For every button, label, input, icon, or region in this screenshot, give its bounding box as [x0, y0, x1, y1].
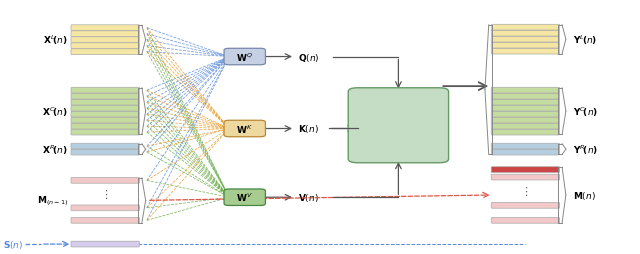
Text: $\mathbf{S}(n)$: $\mathbf{S}(n)$ — [3, 238, 23, 250]
FancyBboxPatch shape — [348, 88, 449, 163]
FancyBboxPatch shape — [492, 218, 559, 223]
Text: $\mathbf{Y}^L\!\mathbf{(}n\mathbf{)}$: $\mathbf{Y}^L\!\mathbf{(}n\mathbf{)}$ — [573, 33, 597, 47]
FancyBboxPatch shape — [71, 44, 140, 49]
FancyBboxPatch shape — [492, 37, 559, 43]
FancyBboxPatch shape — [224, 121, 266, 137]
FancyBboxPatch shape — [492, 94, 559, 100]
FancyBboxPatch shape — [492, 203, 559, 208]
Text: ⋮: ⋮ — [520, 186, 531, 196]
Text: $\mathbf{Q}(n)$: $\mathbf{Q}(n)$ — [298, 51, 319, 63]
FancyBboxPatch shape — [71, 112, 140, 118]
Text: $\mathbf{X}^R\!\mathbf{(}n\mathbf{)}$: $\mathbf{X}^R\!\mathbf{(}n\mathbf{)}$ — [42, 143, 68, 156]
Text: $\mathbf{K}(n)$: $\mathbf{K}(n)$ — [298, 123, 319, 135]
FancyBboxPatch shape — [492, 150, 559, 155]
FancyBboxPatch shape — [71, 144, 140, 149]
FancyBboxPatch shape — [492, 100, 559, 106]
FancyBboxPatch shape — [71, 94, 140, 100]
FancyBboxPatch shape — [492, 31, 559, 37]
Text: $\mathbf{W}^K$: $\mathbf{W}^K$ — [236, 123, 253, 135]
FancyBboxPatch shape — [492, 130, 559, 135]
FancyBboxPatch shape — [492, 112, 559, 118]
FancyBboxPatch shape — [492, 106, 559, 112]
FancyBboxPatch shape — [492, 167, 559, 173]
FancyBboxPatch shape — [492, 25, 559, 31]
Text: ⋮: ⋮ — [100, 189, 111, 199]
FancyBboxPatch shape — [71, 241, 140, 247]
Text: $\mathbf{W}^Q$: $\mathbf{W}^Q$ — [236, 51, 253, 64]
FancyBboxPatch shape — [224, 189, 266, 206]
FancyBboxPatch shape — [71, 50, 140, 55]
FancyBboxPatch shape — [71, 26, 140, 31]
FancyBboxPatch shape — [71, 118, 140, 123]
FancyBboxPatch shape — [492, 88, 559, 94]
FancyBboxPatch shape — [492, 144, 559, 149]
FancyBboxPatch shape — [71, 32, 140, 37]
FancyBboxPatch shape — [71, 130, 140, 135]
Text: $\mathbf{V}(n)$: $\mathbf{V}(n)$ — [298, 192, 319, 203]
FancyBboxPatch shape — [492, 174, 559, 180]
FancyBboxPatch shape — [71, 100, 140, 106]
Text: $\mathbf{Y}^R\!\mathbf{(}n\mathbf{)}$: $\mathbf{Y}^R\!\mathbf{(}n\mathbf{)}$ — [573, 143, 598, 156]
FancyBboxPatch shape — [71, 150, 140, 155]
FancyBboxPatch shape — [71, 218, 140, 223]
FancyBboxPatch shape — [71, 106, 140, 112]
Text: $\mathbf{X}^L\!\mathbf{(}n\mathbf{)}$: $\mathbf{X}^L\!\mathbf{(}n\mathbf{)}$ — [44, 34, 68, 47]
Text: Multi-Head: Multi-Head — [366, 113, 431, 123]
FancyBboxPatch shape — [492, 49, 559, 55]
Text: Attention: Attention — [371, 127, 426, 137]
Text: $\mathbf{Y}^C\!\mathbf{(}n\mathbf{)}$: $\mathbf{Y}^C\!\mathbf{(}n\mathbf{)}$ — [573, 105, 598, 118]
FancyBboxPatch shape — [71, 124, 140, 130]
FancyBboxPatch shape — [71, 178, 140, 183]
FancyBboxPatch shape — [71, 205, 140, 211]
Text: $\mathbf{M}(n)$: $\mathbf{M}(n)$ — [573, 189, 596, 201]
Text: $\mathbf{W}^V$: $\mathbf{W}^V$ — [236, 191, 253, 204]
FancyBboxPatch shape — [71, 38, 140, 43]
FancyBboxPatch shape — [492, 118, 559, 123]
FancyBboxPatch shape — [71, 88, 140, 94]
FancyBboxPatch shape — [224, 49, 266, 66]
Text: $\mathbf{M}_{(n-1)}$: $\mathbf{M}_{(n-1)}$ — [36, 194, 68, 208]
FancyBboxPatch shape — [492, 124, 559, 130]
FancyBboxPatch shape — [492, 43, 559, 49]
Text: $\mathbf{X}^C\!\mathbf{(}n\mathbf{)}$: $\mathbf{X}^C\!\mathbf{(}n\mathbf{)}$ — [42, 105, 68, 118]
